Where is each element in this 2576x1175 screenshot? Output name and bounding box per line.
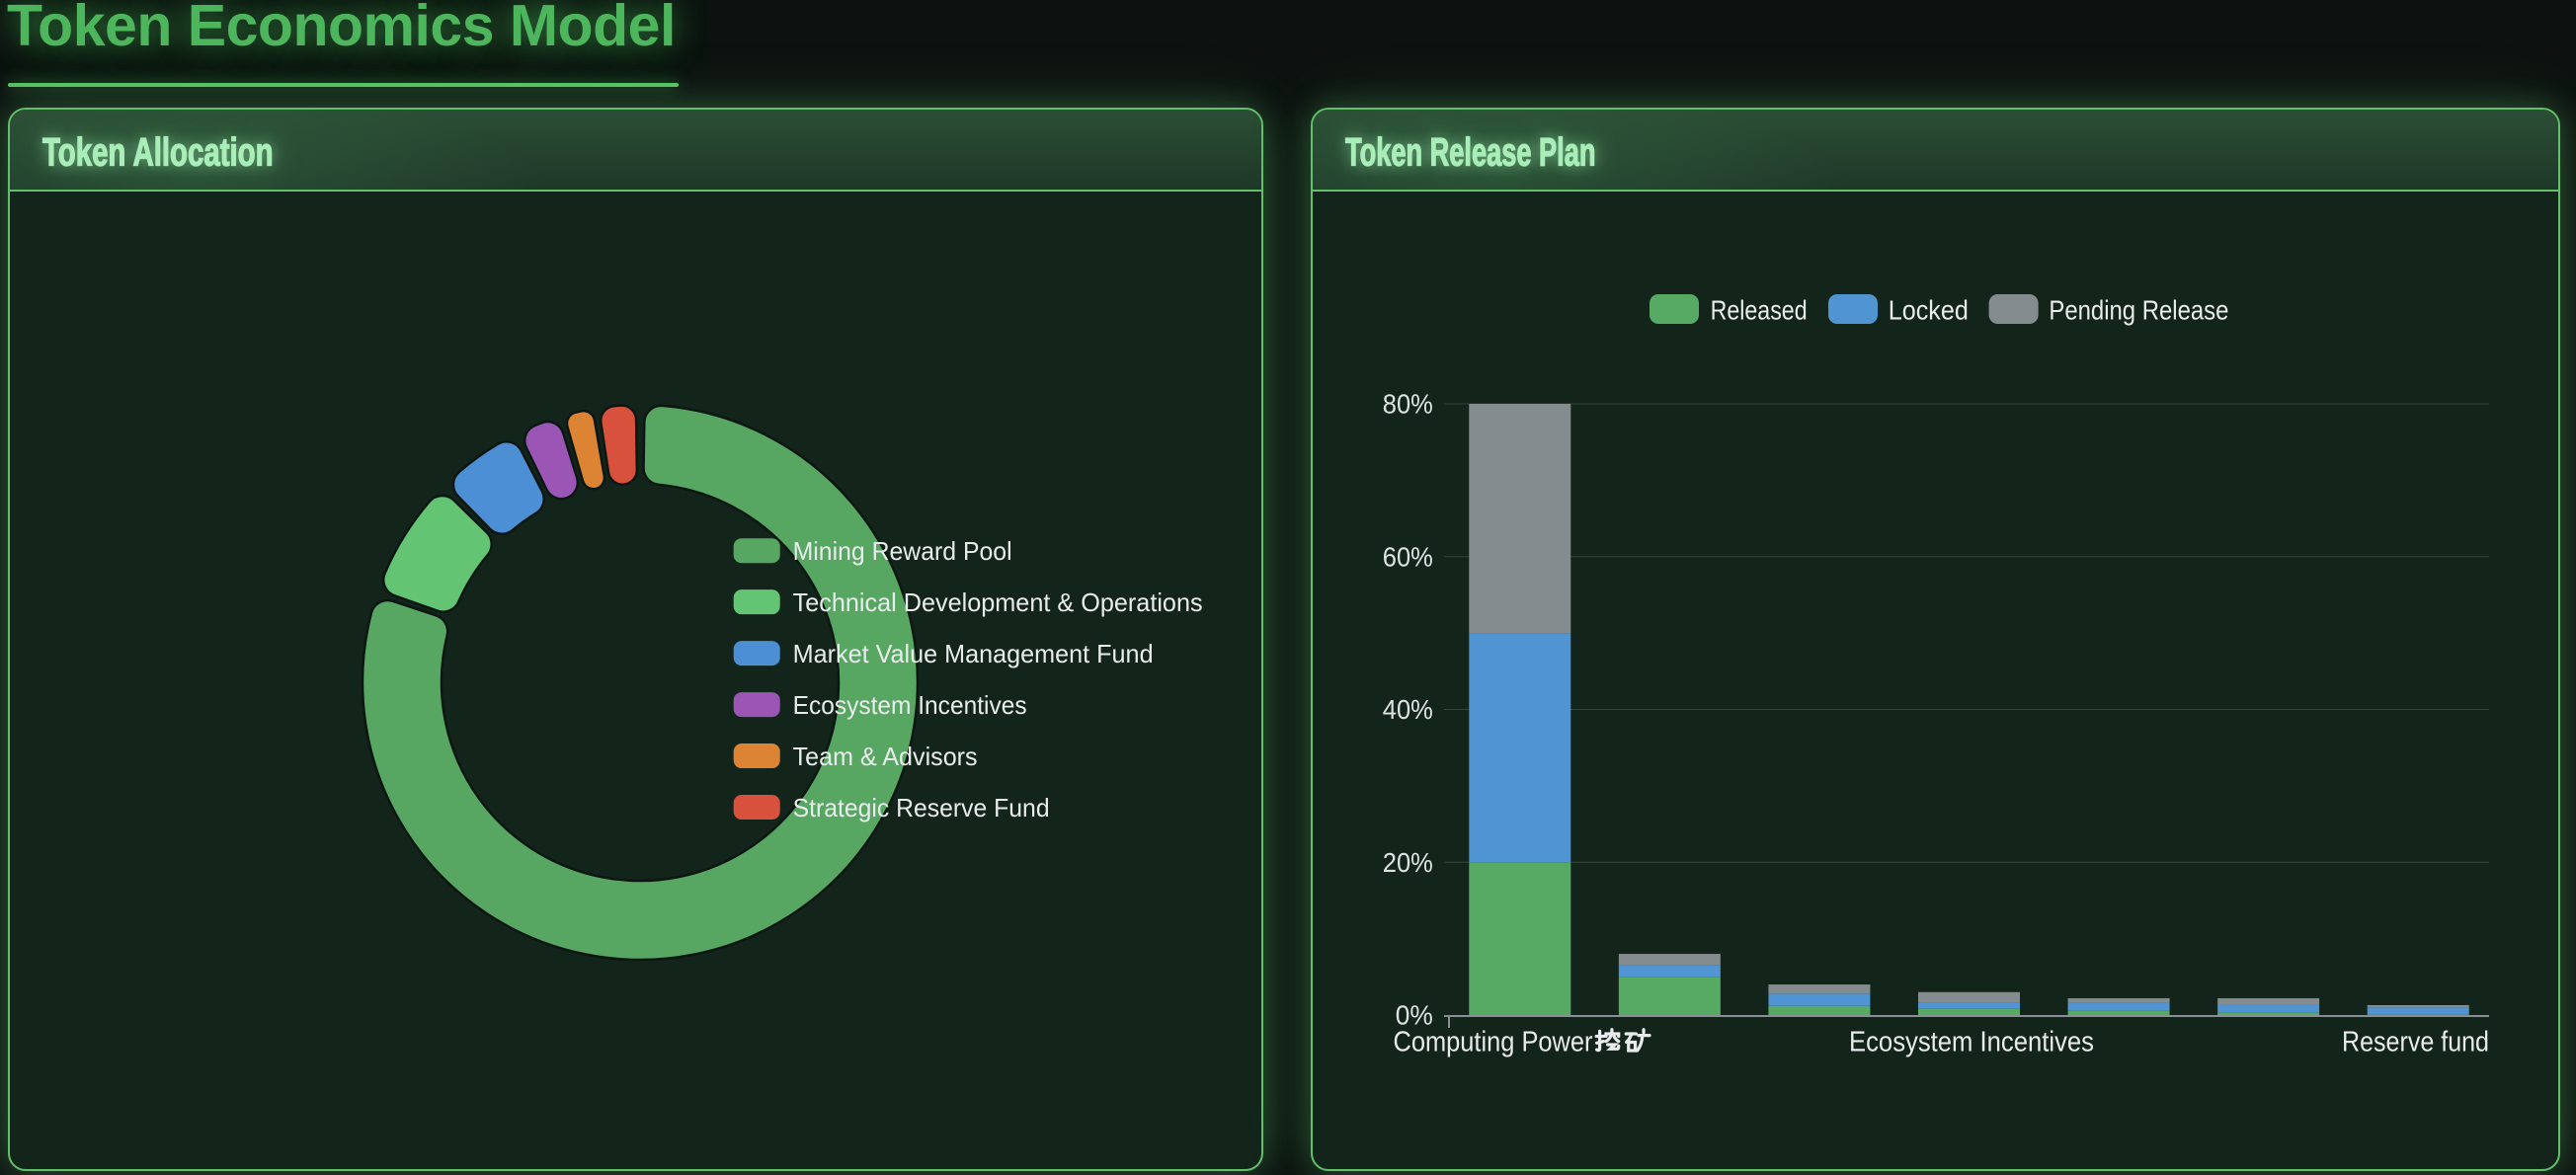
- svg-text:Strategic Reserve Fund: Strategic Reserve Fund: [793, 793, 1050, 822]
- svg-text:60%: 60%: [1383, 541, 1433, 572]
- svg-text:Locked: Locked: [1889, 295, 1969, 326]
- svg-text:80%: 80%: [1383, 389, 1433, 420]
- svg-text:Technical Development & Operat: Technical Development & Operations: [793, 588, 1203, 617]
- svg-text:Ecosystem Incentives: Ecosystem Incentives: [1849, 1027, 2094, 1058]
- svg-text:Market Value Management Fund: Market Value Management Fund: [793, 639, 1154, 668]
- svg-text:Mining Reward Pool: Mining Reward Pool: [793, 536, 1012, 566]
- svg-text:Released: Released: [1711, 295, 1808, 326]
- svg-text:Reserve fund: Reserve fund: [2342, 1027, 2489, 1058]
- svg-text:20%: 20%: [1383, 847, 1433, 878]
- svg-text:Ecosystem Incentives: Ecosystem Incentives: [793, 690, 1027, 720]
- svg-text:Computing Power: Computing Power: [1394, 1027, 1593, 1058]
- svg-text:Pending Release: Pending Release: [2049, 295, 2228, 326]
- svg-text:Team & Advisors: Team & Advisors: [793, 742, 978, 771]
- svg-text:40%: 40%: [1383, 694, 1433, 725]
- svg-text:0%: 0%: [1396, 1000, 1433, 1031]
